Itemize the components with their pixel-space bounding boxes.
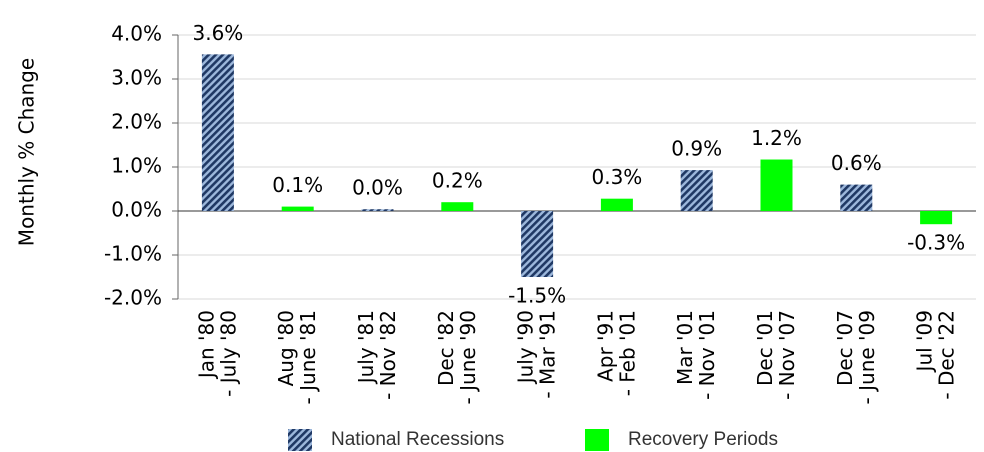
x-tick-label: - June '09	[855, 310, 879, 404]
y-tick-label: 3.0%	[111, 66, 162, 90]
value-label: 1.2%	[751, 126, 802, 150]
value-label: 3.6%	[192, 21, 243, 45]
y-tick-label: 2.0%	[111, 110, 162, 134]
value-label: 0.1%	[272, 173, 323, 197]
x-tick-label: - June '90	[456, 310, 480, 404]
x-tick-label: July '90	[514, 310, 538, 385]
x-tick-label: Dec '01	[753, 310, 777, 386]
legend: National Recessions Recovery Periods	[288, 429, 778, 451]
bar	[600, 198, 633, 211]
legend-swatch	[288, 429, 312, 451]
x-tick-label: - July '80	[216, 310, 240, 397]
legend-label: National Recessions	[331, 429, 504, 450]
x-tick-label: Dec '82	[434, 310, 458, 386]
x-tick-label: - June '81	[296, 310, 320, 404]
x-tick-label: Mar '01	[673, 310, 697, 385]
legend-label: Recovery Periods	[628, 429, 778, 450]
x-tick-label: Dec '07	[833, 310, 857, 386]
value-label: 0.9%	[671, 137, 722, 161]
x-tick-label: - Nov '07	[775, 310, 799, 400]
bar	[521, 211, 554, 277]
x-tick-label: July '81	[354, 310, 378, 385]
y-axis-label: Monthly % Change	[15, 58, 39, 246]
bar	[361, 209, 394, 211]
y-tick-label: -2.0%	[104, 286, 162, 310]
x-tick-label: - Nov '82	[376, 310, 400, 400]
bar	[441, 202, 474, 211]
x-tick-label: - Dec '22	[935, 310, 959, 400]
bar	[920, 211, 953, 225]
y-tick-label: 4.0%	[111, 22, 162, 46]
x-tick-label: - Nov '01	[695, 310, 719, 400]
bar	[281, 206, 314, 211]
bar	[840, 184, 873, 211]
value-label: -0.3%	[907, 231, 965, 255]
legend-swatch	[585, 429, 609, 451]
x-tick-label: - Feb '01	[615, 310, 639, 396]
value-label: 0.0%	[352, 176, 403, 200]
y-tick-label: 1.0%	[111, 154, 162, 178]
value-label: 0.3%	[591, 165, 642, 189]
x-tick-label: Apr '91	[593, 310, 617, 382]
x-tick-label: Aug '80	[274, 310, 298, 386]
bar	[201, 54, 234, 211]
y-tick-label: 0.0%	[111, 198, 162, 222]
value-label: 0.2%	[432, 169, 483, 193]
bar	[680, 170, 713, 211]
bar	[760, 159, 793, 211]
x-tick-label: - Mar '91	[536, 310, 560, 399]
value-label: -1.5%	[508, 284, 566, 308]
value-label: 0.6%	[831, 151, 882, 175]
y-tick-label: -1.0%	[104, 242, 162, 266]
x-tick-label: Jan '80	[194, 310, 218, 380]
x-tick-label: Jul '09	[913, 310, 937, 373]
